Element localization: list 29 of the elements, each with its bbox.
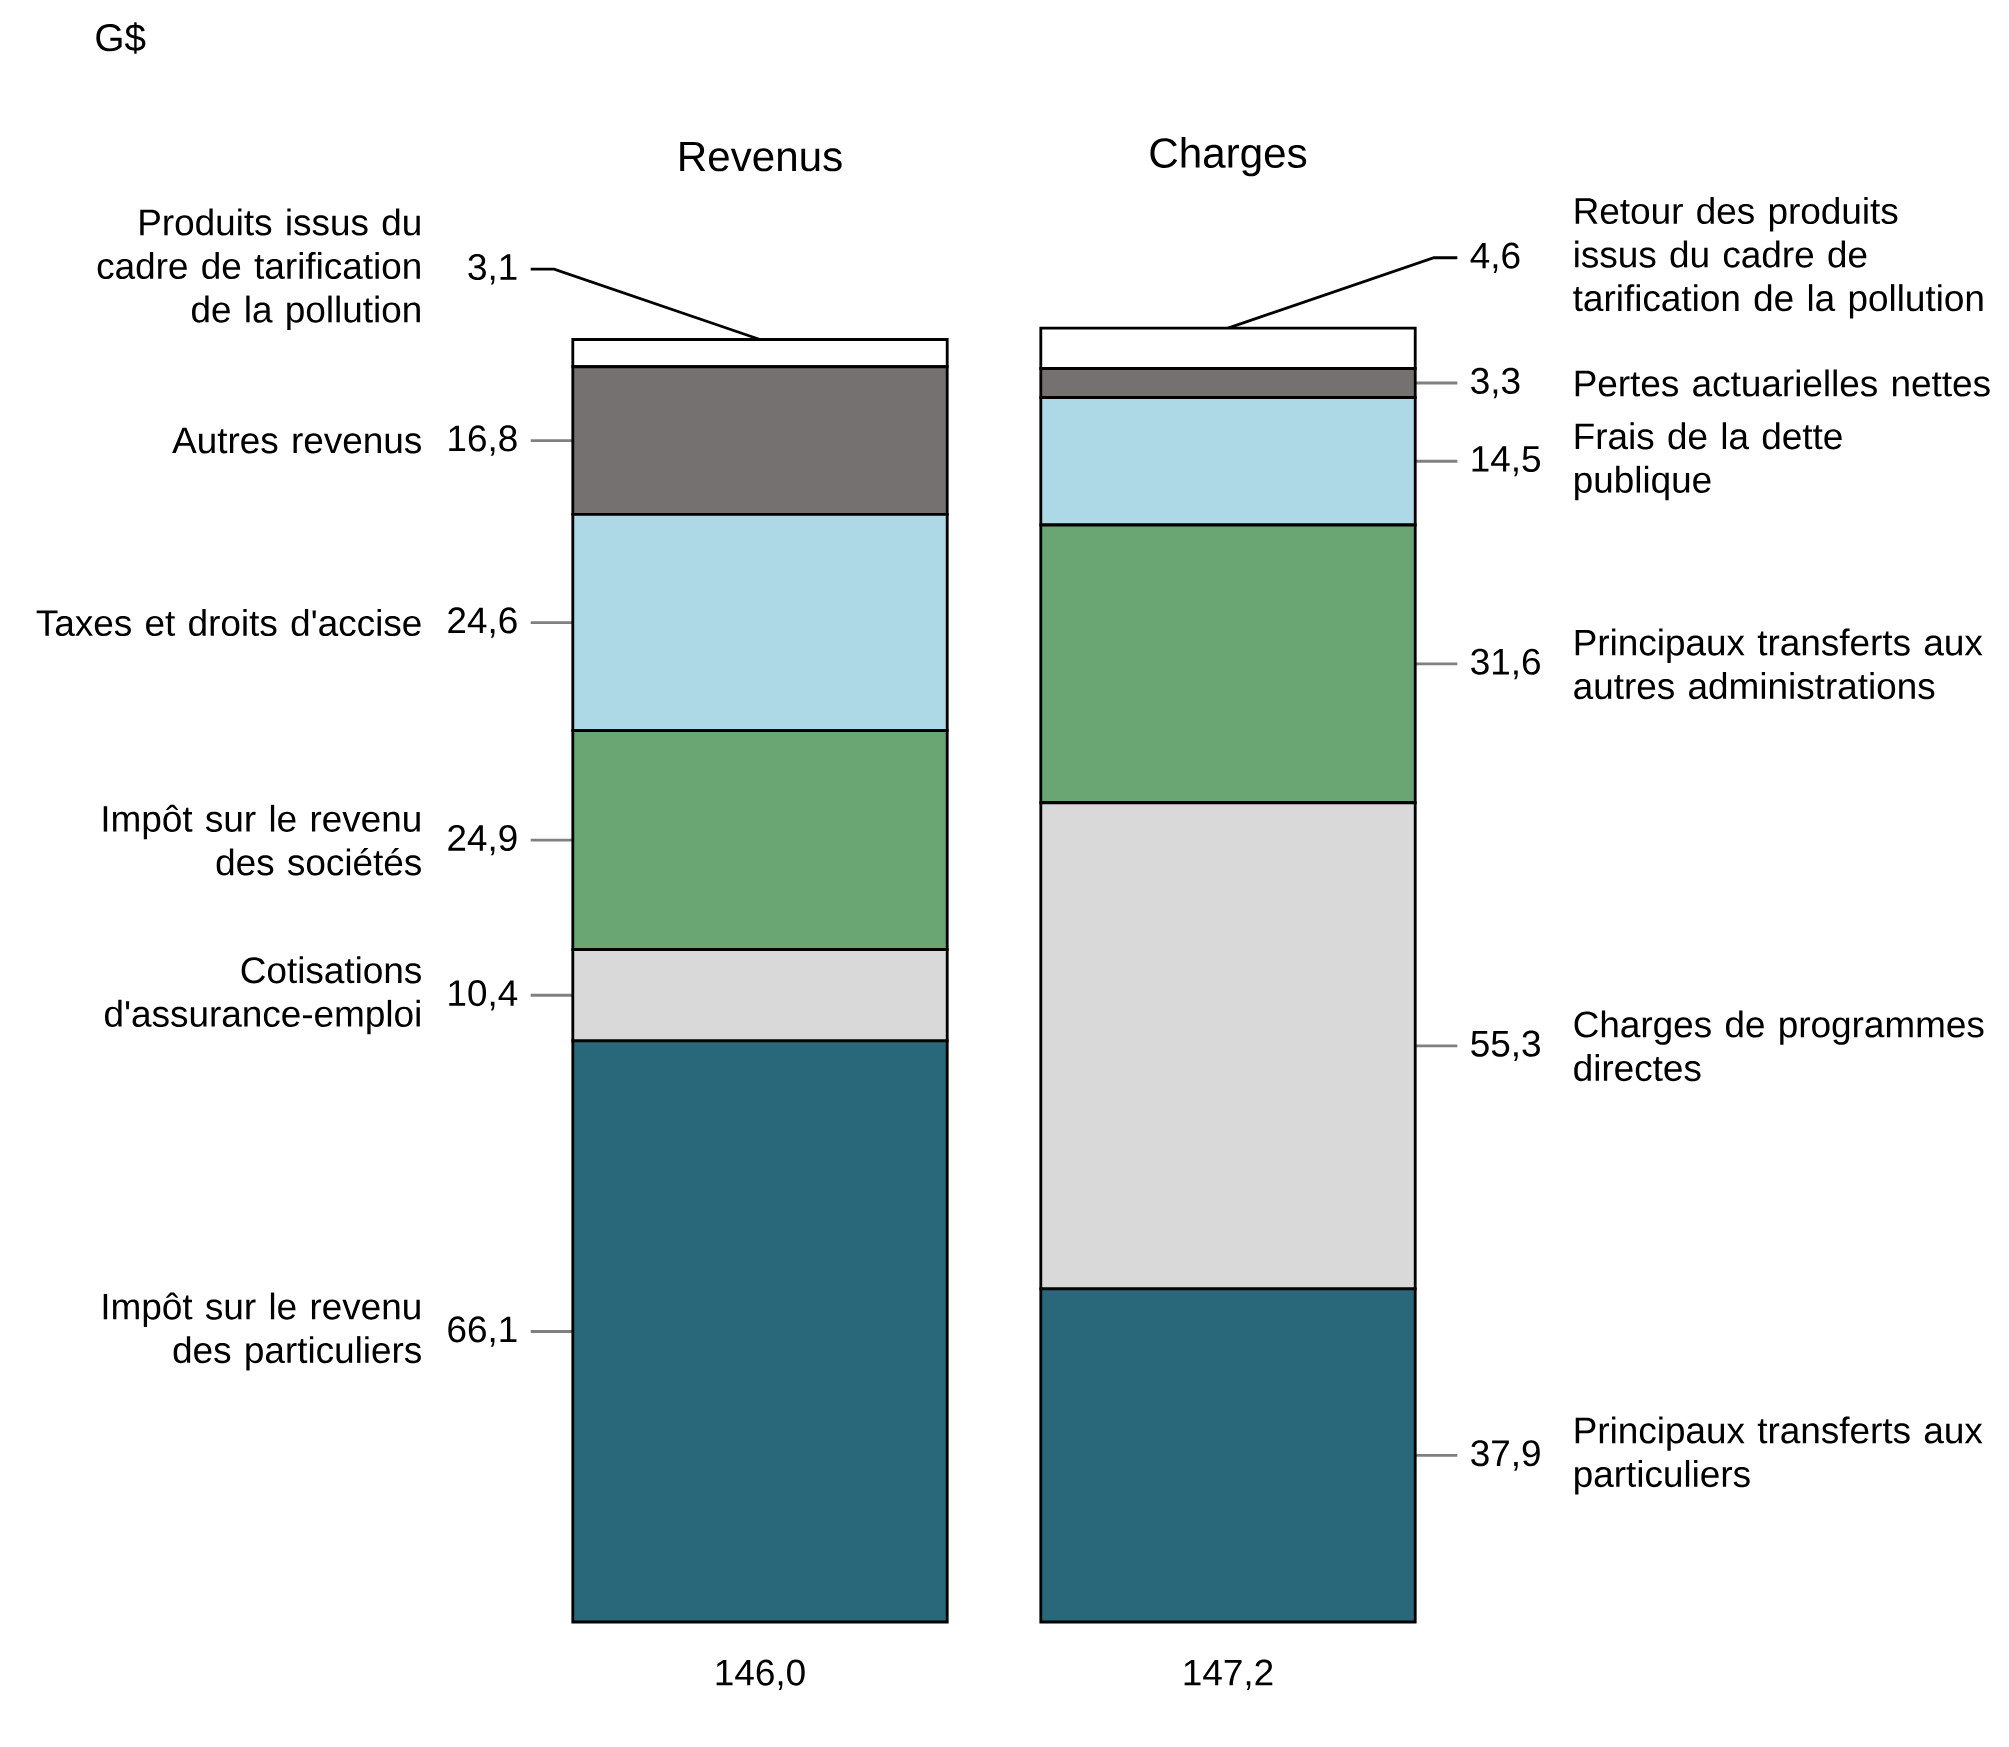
- data-label: 14,5: [1472, 446, 1540, 477]
- text: Autres revenus: [172, 427, 421, 454]
- data-label: 66,1: [448, 1316, 517, 1347]
- data-label: 24,9: [448, 824, 517, 856]
- data-label: 4,6: [1470, 242, 1520, 274]
- data-label: 3,1: [468, 253, 517, 285]
- data-label: 16,8: [449, 425, 517, 456]
- x-tick-label: Charges: [1150, 137, 1307, 177]
- text: Produits issus du cadre de tarification de la pollution: [97, 208, 420, 330]
- text: Principaux transferts aux particuliers: [1575, 1416, 1983, 1495]
- text: Taxes et droits d'accise: [36, 609, 421, 637]
- total-label: 147,2: [1184, 1659, 1273, 1690]
- text: G$: [96, 22, 146, 54]
- text: Principaux transferts aux autres administrations: [1574, 628, 1983, 700]
- data-label: 10,4: [449, 980, 518, 1011]
- text: Retour des produits issus du cadre de tarification de la pollution: [1573, 196, 1983, 319]
- data-label: 37,9: [1471, 1440, 1540, 1471]
- text: Cotisations d'assurance-emploi: [105, 956, 421, 1035]
- text: Impôt sur le revenu des particuliers: [103, 1292, 421, 1371]
- data-label: 55,3: [1471, 1030, 1540, 1062]
- text: Frais de la dette publique: [1575, 422, 1842, 501]
- text: Pertes actuarielles nettes: [1575, 369, 1990, 397]
- text: Impôt sur le revenu des sociétés: [103, 804, 421, 876]
- text: Charges de programmes directes: [1574, 1010, 1984, 1082]
- data-label: 31,6: [1471, 648, 1540, 680]
- data-label: 24,6: [448, 607, 517, 638]
- total-label: 146,0: [716, 1659, 805, 1690]
- data-label: 3,3: [1471, 367, 1520, 399]
- x-tick-label: Revenus: [680, 141, 842, 172]
